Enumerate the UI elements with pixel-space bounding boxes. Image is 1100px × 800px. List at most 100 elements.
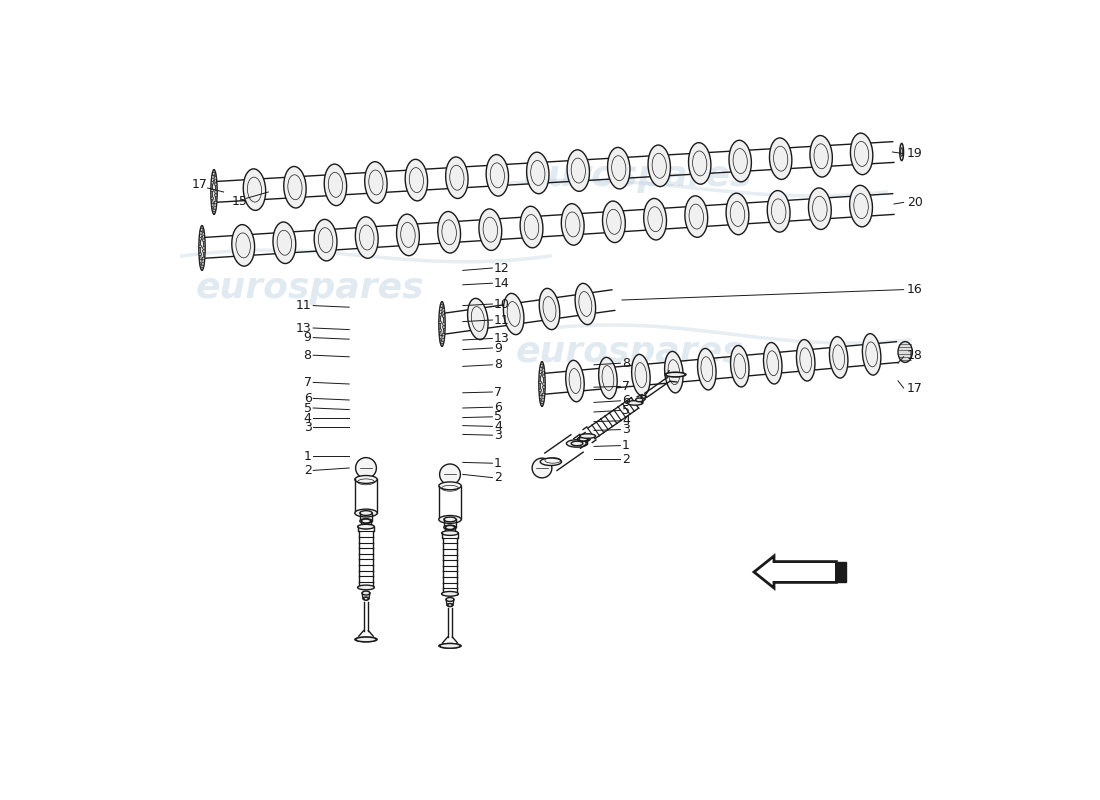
Circle shape xyxy=(442,315,446,318)
Ellipse shape xyxy=(850,133,872,174)
Circle shape xyxy=(440,308,442,310)
Circle shape xyxy=(540,368,542,370)
Ellipse shape xyxy=(355,509,377,517)
Ellipse shape xyxy=(568,150,590,191)
Ellipse shape xyxy=(438,211,461,253)
Ellipse shape xyxy=(355,637,376,642)
Ellipse shape xyxy=(796,339,815,381)
Text: 3: 3 xyxy=(304,421,311,434)
Ellipse shape xyxy=(448,604,452,606)
Ellipse shape xyxy=(358,524,374,529)
Circle shape xyxy=(199,238,201,240)
Ellipse shape xyxy=(362,519,371,523)
Ellipse shape xyxy=(571,442,583,446)
Circle shape xyxy=(355,458,376,478)
Circle shape xyxy=(440,340,442,342)
Ellipse shape xyxy=(664,351,683,393)
Circle shape xyxy=(442,333,444,336)
Circle shape xyxy=(211,176,215,178)
Ellipse shape xyxy=(539,288,560,330)
Ellipse shape xyxy=(232,225,254,266)
Circle shape xyxy=(539,389,541,392)
Text: 2: 2 xyxy=(621,453,630,466)
Ellipse shape xyxy=(540,458,561,466)
Text: eurospares: eurospares xyxy=(516,335,745,369)
Ellipse shape xyxy=(726,193,749,234)
Circle shape xyxy=(200,229,204,231)
Text: 11: 11 xyxy=(296,299,311,312)
Ellipse shape xyxy=(443,525,456,530)
Ellipse shape xyxy=(405,159,428,201)
Circle shape xyxy=(201,265,203,268)
Circle shape xyxy=(539,381,541,384)
Circle shape xyxy=(199,232,202,234)
Ellipse shape xyxy=(862,334,881,375)
Circle shape xyxy=(441,341,443,344)
Ellipse shape xyxy=(504,294,524,334)
Circle shape xyxy=(532,458,552,478)
Ellipse shape xyxy=(365,162,387,203)
Circle shape xyxy=(201,233,205,235)
Ellipse shape xyxy=(446,157,469,198)
Circle shape xyxy=(441,305,443,308)
Ellipse shape xyxy=(362,525,371,529)
Text: 8: 8 xyxy=(621,357,630,370)
Circle shape xyxy=(211,182,213,184)
Circle shape xyxy=(199,260,202,262)
Ellipse shape xyxy=(446,526,454,530)
Circle shape xyxy=(442,326,446,329)
Ellipse shape xyxy=(641,395,647,398)
Circle shape xyxy=(439,314,442,316)
Ellipse shape xyxy=(355,217,378,258)
Circle shape xyxy=(542,386,546,389)
Ellipse shape xyxy=(396,214,419,256)
Text: 15: 15 xyxy=(232,195,248,208)
Polygon shape xyxy=(754,556,836,588)
Ellipse shape xyxy=(900,143,903,161)
Text: 5: 5 xyxy=(621,404,630,417)
Text: 13: 13 xyxy=(494,332,509,345)
Circle shape xyxy=(202,246,205,250)
Ellipse shape xyxy=(627,401,642,405)
Text: 17: 17 xyxy=(906,382,923,394)
Circle shape xyxy=(214,190,217,194)
Text: 2: 2 xyxy=(494,471,502,484)
Ellipse shape xyxy=(243,169,266,210)
Ellipse shape xyxy=(565,360,584,402)
Ellipse shape xyxy=(439,482,461,490)
Ellipse shape xyxy=(447,603,453,606)
Text: 1: 1 xyxy=(304,450,311,462)
Circle shape xyxy=(201,229,203,232)
Text: 5: 5 xyxy=(304,402,311,414)
Text: 13: 13 xyxy=(296,322,311,334)
Text: 2: 2 xyxy=(304,464,311,477)
Ellipse shape xyxy=(324,164,346,206)
Text: 3: 3 xyxy=(621,423,630,436)
Text: 18: 18 xyxy=(906,350,923,362)
Ellipse shape xyxy=(729,140,751,182)
Circle shape xyxy=(214,201,217,204)
Ellipse shape xyxy=(441,530,459,535)
Circle shape xyxy=(442,322,446,326)
Circle shape xyxy=(439,321,441,324)
Ellipse shape xyxy=(561,204,584,245)
Circle shape xyxy=(541,365,543,368)
Polygon shape xyxy=(836,562,846,582)
Text: 9: 9 xyxy=(304,331,311,344)
Ellipse shape xyxy=(829,337,848,378)
Ellipse shape xyxy=(440,643,461,648)
Ellipse shape xyxy=(578,437,590,442)
Circle shape xyxy=(211,197,213,200)
Circle shape xyxy=(213,206,217,210)
Circle shape xyxy=(199,253,201,256)
Ellipse shape xyxy=(478,209,502,250)
Circle shape xyxy=(539,374,542,376)
Circle shape xyxy=(213,177,217,179)
Circle shape xyxy=(440,305,443,307)
Circle shape xyxy=(199,245,201,248)
Text: 12: 12 xyxy=(494,262,509,274)
Ellipse shape xyxy=(808,188,832,230)
Text: 10: 10 xyxy=(494,298,510,310)
Text: 1: 1 xyxy=(621,439,630,452)
Ellipse shape xyxy=(636,398,644,402)
